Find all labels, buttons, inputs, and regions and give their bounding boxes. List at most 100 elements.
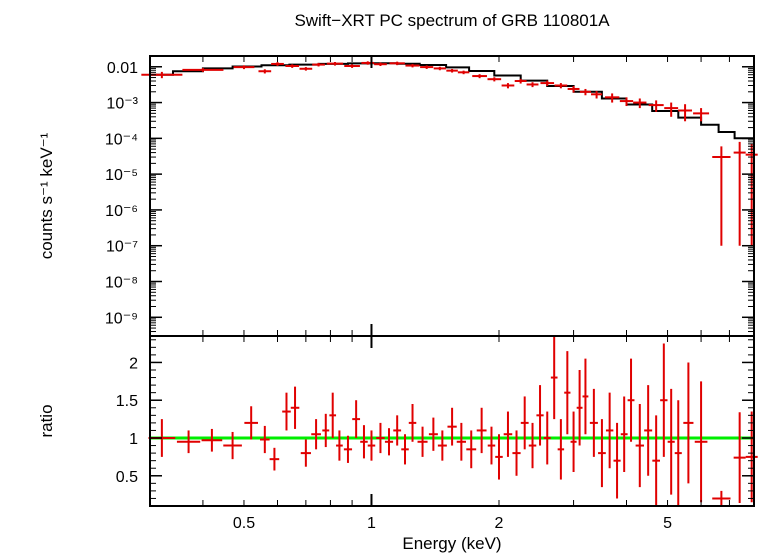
ratio-point	[408, 404, 417, 442]
spectrum-point	[312, 62, 325, 67]
spectrum-point	[591, 91, 603, 99]
ratio-point	[644, 385, 653, 476]
bottom-ticks: 0.5 1 2 5 0.5 1 1.5 2	[116, 336, 755, 532]
ratio-point	[269, 447, 280, 471]
ratio-point	[311, 419, 321, 450]
bottom-y-tick-label: 0.5	[116, 469, 138, 486]
ratio-point	[745, 411, 758, 503]
ratio-point	[635, 404, 644, 488]
ratio-point	[244, 406, 258, 440]
top-panel: 0.01 10⁻³ 10⁻⁴ 10⁻⁵ 10⁻⁶ 10⁻⁷ 10⁻⁸ 10⁻⁹ counts …	[37, 55, 758, 337]
ratio-point	[674, 400, 682, 506]
spectrum-point	[141, 71, 183, 79]
spectrum-point	[433, 66, 446, 71]
ratio-point	[620, 396, 628, 472]
top-y-tick-label: 10⁻⁴	[105, 131, 138, 148]
top-ticks: 0.01 10⁻³ 10⁻⁴ 10⁻⁵ 10⁻⁶ 10⁻⁷ 10⁻⁸ 10⁻⁹	[105, 55, 755, 337]
spectrum-point	[501, 83, 515, 89]
top-y-tick-label: 10⁻³	[106, 96, 138, 113]
top-plot-frame	[149, 55, 755, 337]
x-axis-label: Energy (keV)	[402, 534, 501, 553]
spectrum-point	[326, 61, 344, 66]
ratio-point	[712, 490, 731, 506]
x-tick-label: 0.5	[233, 515, 255, 532]
spectrum-point	[472, 74, 487, 79]
spectrum-point	[664, 102, 679, 117]
top-y-tick-label: 0.01	[107, 60, 138, 77]
spectrum-point	[745, 143, 758, 246]
ratio-point	[605, 392, 614, 469]
spectrum-point	[648, 100, 664, 112]
top-y-tick-label: 10⁻⁶	[105, 203, 138, 220]
x-tick-label: 1	[367, 515, 376, 532]
spectrum-point	[299, 67, 313, 71]
spectrum-point	[554, 83, 568, 89]
ratio-point	[694, 381, 708, 503]
ratio-point	[437, 430, 447, 461]
ratio-point	[360, 425, 368, 459]
ratio-point	[652, 415, 660, 506]
spectrum-point	[526, 82, 539, 88]
top-data-layer	[141, 61, 758, 246]
ratio-point	[176, 430, 201, 454]
spectrum-point	[693, 108, 710, 122]
spectrum-point	[619, 97, 634, 107]
ratio-point	[564, 351, 571, 435]
ratio-point	[512, 430, 521, 476]
ratio-point	[367, 430, 376, 461]
ratio-point	[447, 407, 457, 446]
ratio-point	[290, 386, 300, 429]
spectrum-point	[633, 98, 647, 109]
ratio-point	[503, 411, 513, 457]
spectrum-point	[487, 77, 502, 82]
spectrum-point	[733, 141, 746, 246]
spectrum-point	[446, 68, 458, 73]
ratio-point	[613, 422, 621, 499]
spectrum-point	[514, 78, 527, 84]
spectrum-point	[344, 64, 360, 68]
ratio-point	[520, 396, 529, 450]
ratio-point	[343, 435, 353, 463]
spectrum-point	[567, 86, 580, 93]
spectrum-point	[604, 93, 620, 103]
ratio-point	[376, 422, 385, 454]
bottom-y-axis-label: ratio	[37, 404, 56, 437]
spectrum-point	[374, 62, 387, 67]
bottom-plot-frame	[149, 335, 755, 507]
ratio-point	[576, 370, 583, 446]
ratio-point	[528, 422, 537, 469]
ratio-point	[683, 362, 694, 484]
spectrum-point	[712, 146, 731, 246]
ratio-point	[223, 431, 242, 460]
bottom-y-tick-label: 1	[129, 431, 138, 448]
ratio-point	[322, 413, 330, 448]
ratio-point	[417, 426, 428, 457]
ratio-point	[201, 428, 223, 452]
ratio-point	[536, 385, 544, 446]
x-tick-label: 5	[663, 515, 672, 532]
ratio-point	[476, 407, 487, 454]
bottom-y-tick-label: 2	[129, 355, 138, 372]
ratio-point	[495, 434, 503, 480]
ratio-point	[557, 419, 565, 480]
ratio-point	[428, 417, 438, 451]
ratio-point	[466, 430, 477, 469]
top-y-tick-label: 10⁻⁷	[106, 239, 138, 256]
top-model-layer	[150, 62, 754, 140]
ratio-point	[487, 426, 496, 465]
ratio-point	[543, 411, 551, 465]
ratio-point	[401, 434, 409, 465]
ratio-point	[598, 419, 606, 488]
ratio-point	[282, 392, 291, 431]
ratio-point	[733, 412, 746, 503]
spectrum-point	[271, 62, 284, 67]
spectrum-point	[579, 88, 592, 96]
x-tick-label: 2	[495, 515, 504, 532]
ratio-point	[329, 392, 337, 438]
spectrum-point	[258, 69, 272, 74]
ratio-point	[336, 430, 343, 461]
spectrum-point	[233, 65, 255, 70]
spectrum-point	[420, 65, 434, 69]
ratio-data-layer	[148, 336, 758, 506]
